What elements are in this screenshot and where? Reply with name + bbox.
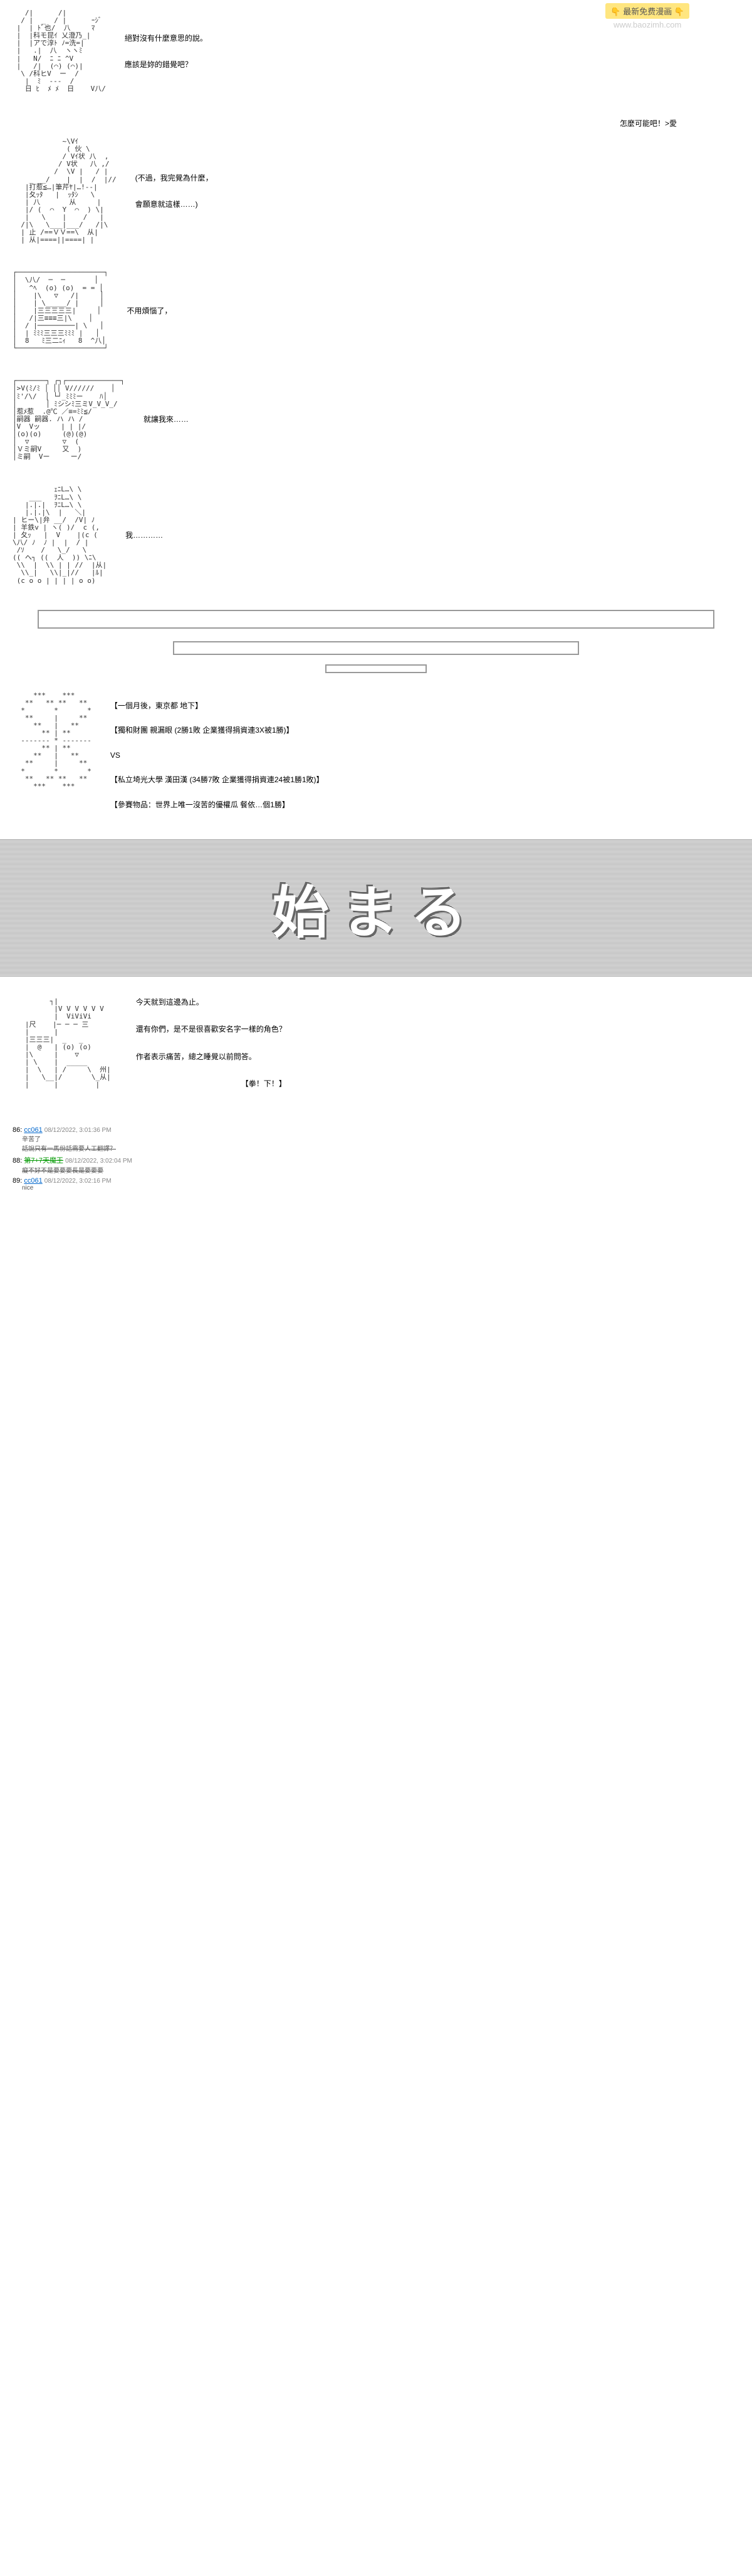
panel-info: *** *** ** ** ** ** * * * ** | ** ** | *… [13, 692, 752, 820]
comment-number: 88: [13, 1157, 22, 1165]
panel-5: ｪﾆL…\ \ ___ ｦﾆL…\ \ |.|.| ｦﾆL…\ \ |.|.|\… [13, 486, 752, 584]
banner: 始まる [0, 839, 752, 976]
text: 作者表示痛苦，總之睡覺以前問答。 [136, 1047, 286, 1068]
banner-text: 始まる [273, 867, 479, 948]
comment-user-link[interactable]: 第7+7天魔王 [24, 1157, 63, 1165]
ascii-art-3: ┌─────────────────────┐ │ \八/ ─ ─ │ │ ^ﾍ… [13, 269, 108, 352]
text: VS [110, 745, 324, 767]
box-medium [173, 641, 579, 655]
comment-user-link[interactable]: cc061 [24, 1126, 42, 1134]
panel-2: ~\Vｲ ( 伙 \ / Vｲ状 八 , / V状 八 ,/ / \V | / … [13, 138, 752, 244]
comment-number: 89: [13, 1177, 22, 1185]
info-text: 【一個月後，東京都 地下】 【獨和財團 親漏眼 (2勝1敗 企業獲得捐資連3X被… [110, 692, 324, 820]
comment-body: nice [22, 1185, 739, 1191]
text: 【參賽物品：世界上唯一沒苦的優權瓜 餐依…個1勝】 [110, 795, 324, 816]
banner-image: 始まる [0, 839, 752, 976]
panel-3: ┌─────────────────────┐ │ \八/ ─ ─ │ │ ^ﾍ… [13, 269, 752, 352]
comment-date: 08/12/2022, 3:01:36 PM [44, 1127, 112, 1134]
text: 不用煩惱了， [127, 301, 172, 320]
finale-text: 今天就到這邊為止。 還有你們，是不是很喜歡安名字一樣的角色？ 作者表示痛苦，總之… [136, 986, 286, 1101]
text: 【拳！下！】 [136, 1074, 286, 1095]
transition-boxes [38, 610, 714, 673]
ascii-art-5: ｪﾆL…\ \ ___ ｦﾆL…\ \ |.|.| ｦﾆL…\ \ |.|.|\… [13, 486, 107, 584]
dialogue-2: (不過，我完覺為什麼， 會願意就這樣……) [135, 161, 213, 221]
box-large [38, 610, 714, 629]
text: 【私立埼光大學 漢田漢 (34勝7敗 企業獲得捐資連24被1勝1敗)】 [110, 770, 324, 791]
dialogue-3: 不用煩惱了， [127, 294, 172, 328]
ascii-art-6: *** *** ** ** ** ** * * * ** | ** ** | *… [13, 692, 91, 820]
panel-finale: ┐| |V V V V V V | ViViVi |尺 |─ ─ ─ 三 | |… [13, 986, 752, 1101]
text: 【一個月後，東京都 地下】 [110, 696, 324, 717]
comment-date: 08/12/2022, 3:02:04 PM [65, 1158, 132, 1165]
ascii-art-4: ┌───────┐ ┌┐┌─────────────┐ │>V(ﾐ/ﾐ │ ││… [13, 377, 125, 461]
comment-body: 話說只有一馬份話需要人工翻譯？ [22, 1143, 739, 1153]
watermark-url: www.baozimh.com [605, 20, 689, 29]
text: 我………… [125, 526, 163, 545]
comment-date: 08/12/2022, 3:02:16 PM [44, 1178, 112, 1185]
comment-number: 86: [13, 1126, 22, 1134]
comment-item: 88: 第7+7天魔王 08/12/2022, 3:02:04 PM 癡不好不是… [13, 1155, 739, 1175]
text: 會願意就這樣……) [135, 195, 213, 214]
watermark-badge: 👇 最新免费漫画 👇 [605, 3, 689, 19]
dialogue-4: 就讓我來…… [144, 402, 189, 436]
ascii-art-1: /| /| / | _ / | ｰｼﾞ | | ﾄﾞ也/ 八 ﾏ | |科モ昆ｲ… [13, 9, 106, 93]
comment-body: 辛苦了 [22, 1134, 739, 1143]
comment-user-link[interactable]: cc061 [24, 1177, 42, 1185]
comment-item: 86: cc061 08/12/2022, 3:01:36 PM 辛苦了 話說只… [13, 1126, 739, 1153]
panel-4: ┌───────┐ ┌┐┌─────────────┐ │>V(ﾐ/ﾐ │ ││… [13, 377, 752, 461]
text: 今天就到這邊為止。 [136, 992, 286, 1013]
text: (不過，我完覺為什麼， [135, 169, 213, 187]
dialogue-5: 我………… [125, 518, 163, 552]
ascii-art-7: ┐| |V V V V V V | ViViVi |尺 |─ ─ ─ 三 | |… [13, 998, 111, 1089]
text: 應該是妳的錯覺吧？ [125, 55, 207, 74]
text: 還有你們，是不是很喜歡安名字一樣的角色？ [136, 1019, 286, 1040]
dialogue-1: 絕對沒有什麼意思的說。 應該是妳的錯覺吧？ [125, 21, 207, 81]
text: 就讓我來…… [144, 410, 189, 429]
comment-body: 癡不好不是要要要長是要要要 [22, 1165, 739, 1175]
text-right: 怎麼可能吧！>愛 [0, 118, 677, 128]
text: 絕對沒有什麼意思的說。 [125, 29, 207, 48]
comments-section: 86: cc061 08/12/2022, 3:01:36 PM 辛苦了 話說只… [13, 1126, 739, 1191]
box-small [325, 664, 427, 673]
ascii-art-2: ~\Vｲ ( 伙 \ / Vｲ状 八 , / V状 八 ,/ / \V | / … [13, 138, 117, 244]
text: 【獨和財團 親漏眼 (2勝1敗 企業獲得捐資連3X被1勝)】 [110, 720, 324, 741]
comment-item: 89: cc061 08/12/2022, 3:02:16 PM nice [13, 1177, 739, 1191]
